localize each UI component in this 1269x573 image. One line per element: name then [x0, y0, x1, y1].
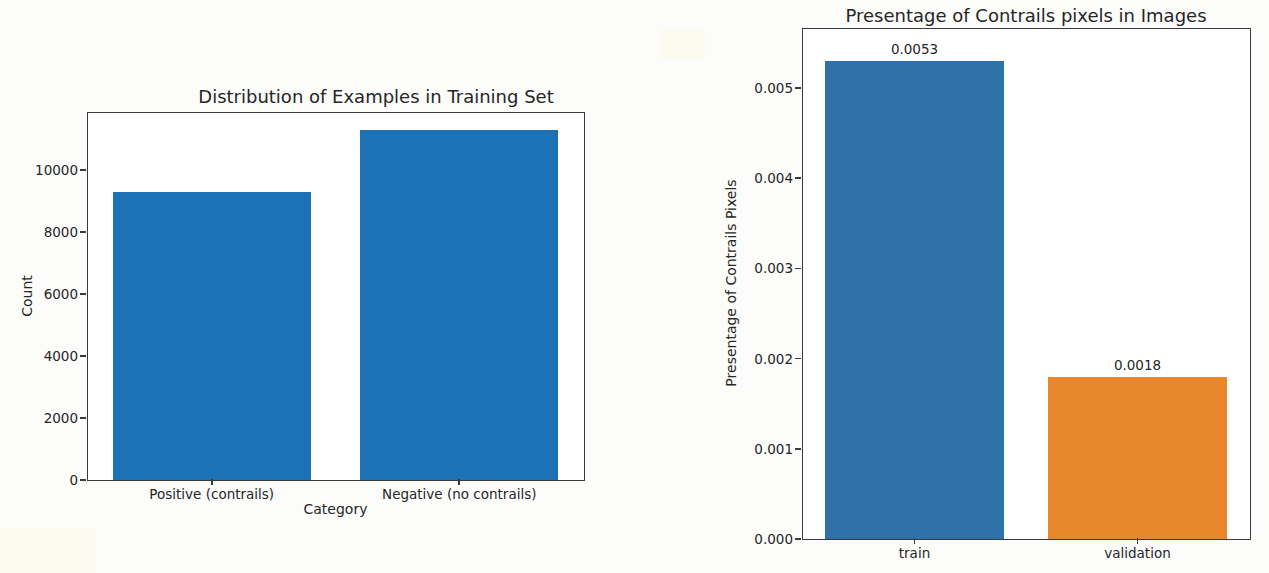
y-tick-label: 0.005	[754, 80, 793, 96]
x-tick-mark	[458, 479, 460, 485]
y-tick-mark	[795, 358, 801, 360]
y-tick-mark	[80, 231, 86, 233]
bar-train	[825, 61, 1003, 539]
y-tick-label: 0.004	[754, 170, 793, 186]
bar-value-label: 0.0053	[891, 41, 938, 57]
y-tick-mark	[795, 177, 801, 179]
y-tick-mark	[795, 268, 801, 270]
y-tick-label: 0.001	[754, 441, 793, 457]
y-tick-mark	[80, 293, 86, 295]
x-tick-label-train: train	[899, 545, 930, 561]
y-tick-label: 10000	[35, 162, 78, 178]
y-tick-label: 8000	[44, 224, 78, 240]
plot-area-distribution: 0200040006000800010000Positive (contrail…	[87, 112, 585, 481]
bar-value-label: 0.0018	[1114, 357, 1161, 373]
bar-positive-contrails	[113, 192, 311, 480]
y-tick-mark	[795, 448, 801, 450]
y-axis-label-count: Count	[19, 275, 35, 317]
y-tick-mark	[795, 87, 801, 89]
y-tick-label: 0.003	[754, 260, 793, 276]
bar-negative-no-contrails	[360, 130, 558, 480]
y-tick-mark	[795, 538, 801, 540]
y-tick-label: 4000	[44, 348, 78, 364]
chart-title-contrail-pixels: Presentage of Contrails pixels in Images	[776, 5, 1269, 26]
x-axis-label-category: Category	[88, 501, 583, 517]
y-axis-label-presentage: Presentage of Contrails Pixels	[723, 179, 739, 386]
y-tick-mark	[80, 355, 86, 357]
plot-area-contrail-pixels: 0.0000.0010.0020.0030.0040.005train0.005…	[802, 28, 1251, 540]
chart-title-distribution: Distribution of Examples in Training Set	[126, 86, 626, 107]
y-tick-mark	[80, 169, 86, 171]
y-tick-label: 0.002	[754, 351, 793, 367]
x-tick-mark	[211, 479, 213, 485]
bar-validation	[1048, 377, 1226, 539]
y-tick-mark	[80, 417, 86, 419]
x-tick-mark	[1137, 538, 1139, 544]
x-tick-label-validation: validation	[1104, 545, 1170, 561]
x-tick-mark	[914, 538, 916, 544]
y-tick-label: 0.000	[754, 531, 793, 547]
y-tick-label: 2000	[44, 410, 78, 426]
y-tick-mark	[80, 479, 86, 481]
background-artifact	[660, 30, 705, 58]
background-artifact	[0, 528, 95, 573]
screenshot-canvas: Distribution of Examples in Training Set…	[0, 0, 1269, 573]
y-tick-label: 0	[69, 472, 78, 488]
x-tick-label-positive-contrails: Positive (contrails)	[149, 486, 274, 502]
y-tick-label: 6000	[44, 286, 78, 302]
x-tick-label-negative-no-contrails: Negative (no contrails)	[382, 486, 536, 502]
